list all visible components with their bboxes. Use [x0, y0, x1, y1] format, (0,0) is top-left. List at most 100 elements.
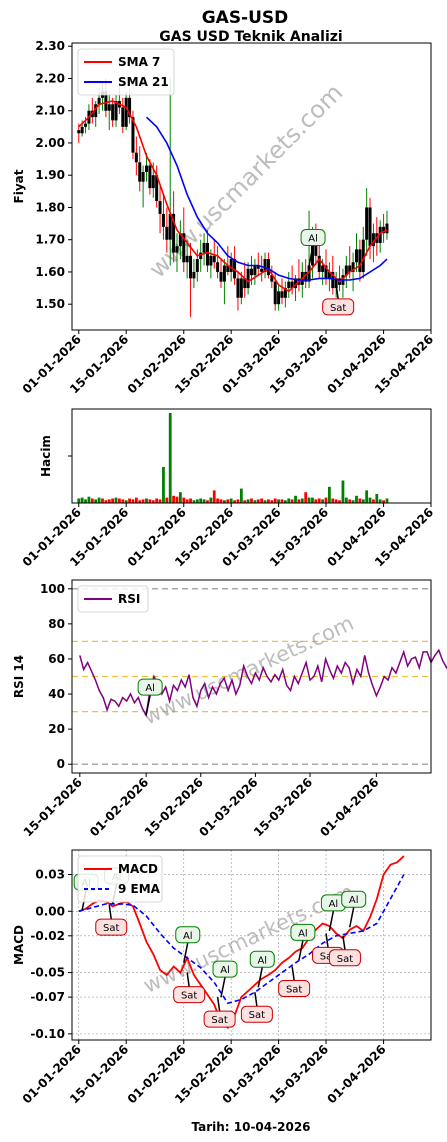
buy-signal-box: [175, 926, 201, 944]
candle-body: [151, 175, 155, 189]
signal-arrow: [186, 972, 190, 987]
buy-signal-label: Al: [257, 955, 267, 966]
volume-bar: [321, 499, 325, 503]
volume-bar: [368, 497, 372, 503]
volume-bar: [300, 498, 304, 503]
volume-bar: [178, 492, 182, 503]
volume-bar: [206, 500, 209, 503]
volume-bar: [80, 497, 84, 503]
candle-body: [256, 265, 260, 269]
volume-bar: [267, 499, 270, 503]
candle-body: [253, 265, 257, 276]
volume-bar: [87, 496, 91, 503]
candle-body: [128, 97, 132, 118]
candle-body: [294, 278, 298, 289]
volume-bar: [107, 499, 111, 503]
candle-body: [205, 242, 209, 266]
legend-label: RSI: [118, 592, 140, 606]
axes-frame: [71, 408, 432, 504]
candle-body: [334, 278, 338, 289]
volume-bar: [277, 499, 280, 503]
legend-box: [77, 48, 175, 96]
volume-bar: [385, 498, 389, 503]
candle-body: [155, 175, 159, 202]
volume-bar: [94, 499, 98, 503]
volume-bar: [192, 500, 196, 503]
y-tick-label: 0.03: [35, 868, 65, 882]
volume-bar: [338, 500, 341, 503]
x-tick-label: 15-03-2026: [251, 775, 315, 839]
candle-body: [84, 123, 88, 127]
legend-label: SMA 21: [118, 75, 169, 89]
sell-signal-label: Sat: [211, 1015, 227, 1026]
volume-bar: [324, 497, 328, 503]
volume-bar: [226, 499, 230, 503]
volume-bar: [138, 500, 142, 503]
candle-body: [283, 288, 287, 298]
candle-body: [365, 207, 369, 240]
volume-bar: [351, 500, 355, 503]
candle-body: [250, 268, 253, 276]
candle-body: [277, 291, 281, 305]
candle-body: [94, 104, 98, 118]
signal-arrow: [257, 967, 264, 988]
buy-signal-label: Al: [145, 683, 155, 694]
candle-body: [314, 239, 318, 256]
buy-signal-label: Al: [183, 931, 193, 942]
volume-bar: [172, 495, 176, 503]
candle-body: [77, 130, 81, 134]
volume-bar: [165, 497, 169, 503]
volume-bar: [90, 498, 94, 503]
volume-bar: [219, 499, 223, 503]
y-tick-label: 1.50: [35, 297, 65, 311]
candle-body: [97, 97, 101, 105]
volume-bar: [253, 500, 257, 503]
volume-bar: [314, 499, 318, 503]
axes-frame: [71, 849, 432, 1041]
sell-signal-box: [173, 986, 206, 1004]
y-tick-label: 20: [48, 722, 65, 736]
candle-body: [202, 242, 206, 253]
volume-bar: [358, 498, 362, 503]
candle-body: [104, 91, 108, 111]
volume-bar: [189, 498, 192, 503]
volume-bar: [250, 498, 253, 503]
candle-body: [107, 104, 111, 111]
signal-arrow: [348, 907, 355, 928]
candle-body: [222, 265, 226, 282]
candle-body: [280, 291, 284, 298]
volume-bar: [97, 497, 101, 503]
signal-arrow: [216, 996, 221, 1012]
candle-body: [327, 271, 331, 279]
signal-arrow: [145, 694, 151, 716]
axes-frame: [71, 579, 432, 774]
candle-body: [121, 107, 125, 127]
candle-body: [236, 278, 240, 298]
y-tick-label: 40: [48, 687, 65, 701]
signal-arrow: [254, 992, 258, 1007]
buy-signal-box: [137, 678, 163, 696]
buy-signal-label: Al: [220, 965, 230, 976]
volume-bar: [104, 500, 108, 503]
candle-body: [324, 265, 328, 279]
volume-bar: [297, 499, 301, 503]
sell-signal-label: Sat: [249, 1010, 265, 1021]
candle-body: [216, 262, 220, 272]
price-panel: 01-01-202615-01-202601-02-202615-02-2026…: [12, 39, 436, 396]
volume-bar: [185, 499, 189, 503]
candle-body: [199, 252, 203, 260]
volume-bar: [209, 497, 213, 503]
volume-bar: [158, 499, 162, 503]
candle-body: [304, 271, 308, 282]
candle-body: [114, 101, 118, 121]
x-tick-label: 01-04-2026: [317, 775, 381, 839]
volume-bar: [375, 494, 379, 503]
candle-body: [331, 271, 335, 289]
legend-label: SMA 7: [118, 55, 160, 69]
signal-arrow: [291, 966, 295, 981]
volume-bar: [290, 499, 294, 503]
legend-box: [77, 855, 163, 903]
volume-bar: [365, 490, 369, 503]
candle-body: [148, 165, 152, 189]
signal-arrow: [220, 976, 226, 998]
